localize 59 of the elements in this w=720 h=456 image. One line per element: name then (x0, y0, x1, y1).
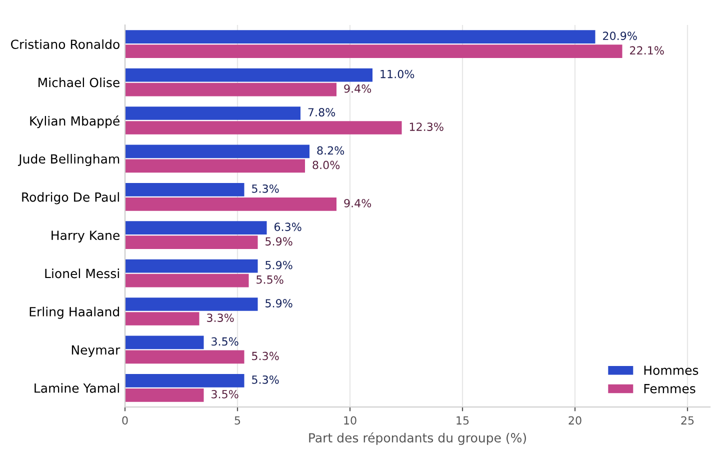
x-tick-label: 20 (568, 416, 582, 425)
bar (125, 106, 300, 120)
data-label: 9.4% (344, 84, 372, 93)
x-tick-label: 10 (344, 416, 356, 425)
y-tick-label: Michael Olise (38, 78, 120, 88)
data-label: 3.5% (212, 390, 238, 398)
data-label: 9.4% (344, 198, 372, 208)
x-tick-label: 0 (122, 416, 128, 425)
data-label: 3.5% (212, 337, 238, 346)
x-tick-label: 15 (456, 416, 469, 425)
bar (125, 236, 258, 250)
data-label: 5.5% (256, 275, 284, 284)
bar (125, 159, 305, 173)
data-label: 20.9% (603, 32, 637, 40)
data-label: 8.2% (317, 146, 344, 155)
y-tick-label: Neymar (72, 345, 120, 358)
data-label: 6.3% (274, 222, 302, 232)
data-label: 22.1% (630, 46, 664, 55)
bar (125, 312, 200, 326)
y-tick-label: Kylian Mbappé (30, 116, 120, 128)
y-tick-label: Lionel Messi (45, 268, 119, 278)
data-label: 11.0% (380, 70, 414, 78)
x-tick-label: 25 (681, 416, 694, 425)
x-tick-label: 5 (234, 416, 240, 425)
data-label: 3.3% (207, 314, 234, 322)
data-label: 7.8% (308, 108, 336, 116)
bar (125, 68, 372, 82)
bar (125, 388, 204, 402)
data-label: 12.3% (410, 122, 444, 131)
data-label: 5.9% (266, 299, 292, 308)
bar (125, 30, 596, 44)
bar (125, 374, 244, 388)
data-label: 5.9% (266, 260, 292, 270)
data-label: 5.9% (266, 237, 292, 246)
data-label: 5.3% (252, 352, 279, 360)
bar (125, 274, 249, 288)
bar (125, 259, 258, 273)
bar (125, 121, 402, 134)
y-tick-label: Rodrigo De Paul (22, 192, 119, 204)
y-tick-label: Harry Kane (52, 230, 120, 242)
bar (125, 144, 310, 158)
bar (125, 44, 622, 58)
data-label: 8.0% (312, 160, 340, 170)
legend-label: Hommes (644, 366, 698, 375)
bar (125, 350, 244, 364)
bar (125, 182, 244, 196)
bar (125, 336, 204, 350)
y-tick-label: Cristiano Ronaldo (11, 39, 120, 50)
data-label: 5.3% (252, 375, 279, 384)
bar (125, 221, 267, 235)
x-axis-title: Part des répondants du groupe (%) (309, 432, 526, 445)
bar (125, 82, 336, 96)
data-label: 5.3% (252, 184, 279, 193)
legend-label: Femmes (644, 384, 696, 394)
bar (125, 197, 336, 211)
y-tick-label: Erling Haaland (30, 306, 119, 319)
bar (125, 298, 258, 311)
y-tick-label: Lamine Yamal (34, 383, 119, 393)
y-tick-label: Jude Bellingham (18, 154, 120, 166)
